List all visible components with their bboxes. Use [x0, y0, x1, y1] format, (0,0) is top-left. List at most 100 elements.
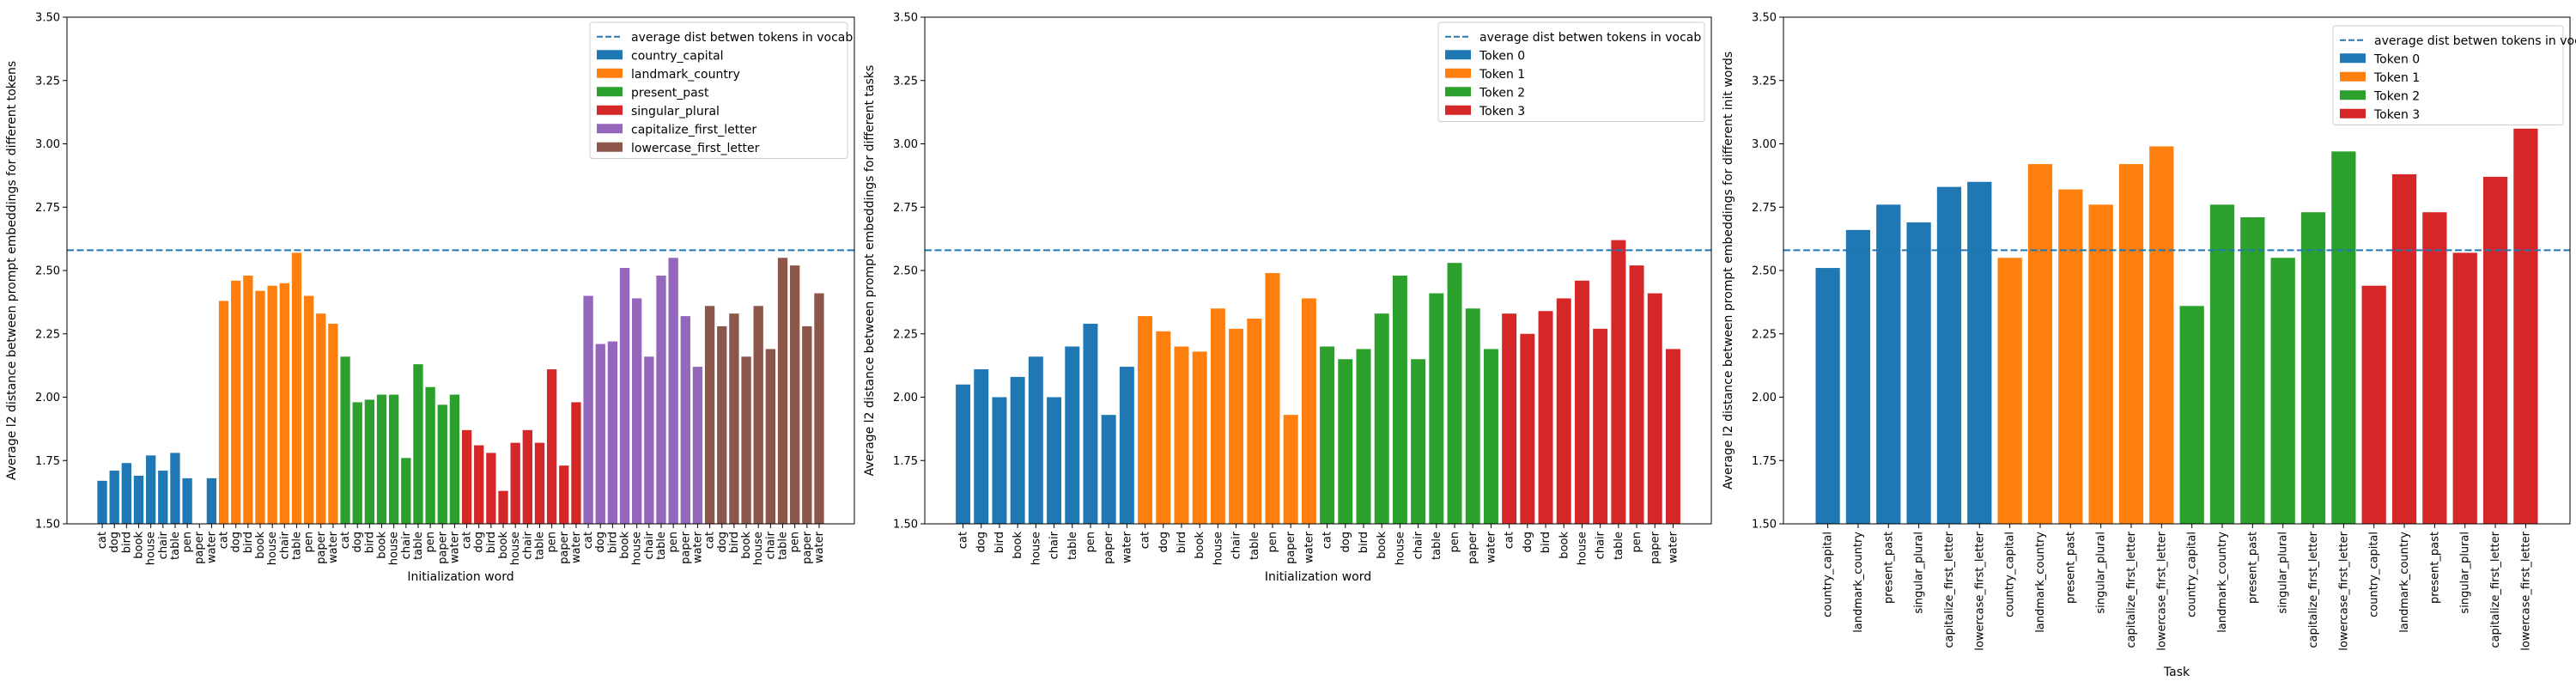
- x-tick-label: dog: [716, 532, 729, 552]
- legend-swatch: [597, 142, 623, 152]
- y-tick-label: 1.50: [35, 519, 60, 532]
- x-tick-label: lowercase_first_letter: [2337, 531, 2350, 650]
- legend-label: Token 1: [1479, 68, 1525, 82]
- bar: [170, 453, 180, 524]
- bar-group: [1815, 128, 2538, 525]
- bar: [340, 356, 350, 524]
- x-tick-label: pen: [303, 532, 316, 553]
- x-tick-label: book: [132, 532, 145, 559]
- bar: [158, 471, 168, 524]
- x-tick-label: pen: [181, 532, 194, 553]
- bar: [425, 386, 435, 524]
- x-tick-label: bird: [1176, 532, 1188, 553]
- x-tick-label: cat: [461, 532, 474, 549]
- x-tick-label: bird: [1358, 532, 1370, 553]
- x-tick-label: book: [1558, 532, 1571, 559]
- bar: [2209, 204, 2235, 525]
- x-tick-label: pen: [789, 532, 802, 553]
- x-tick-label: bird: [120, 532, 133, 553]
- bar: [474, 445, 484, 524]
- bar: [1174, 346, 1189, 524]
- y-tick-label: 3.25: [35, 75, 60, 88]
- bar: [729, 313, 739, 524]
- legend-swatch: [597, 68, 623, 78]
- x-axis-label: Initialization word: [407, 570, 513, 584]
- bar: [2331, 151, 2356, 524]
- bar: [1156, 331, 1171, 524]
- legend-box: [2332, 25, 2564, 125]
- x-tick-label: dog: [351, 532, 364, 552]
- legend-label: average dist betwen tokens in vocab: [1479, 31, 1701, 45]
- x-tick-label: chair: [278, 531, 291, 559]
- legend-label: lowercase_first_letter: [631, 142, 760, 155]
- bar: [1301, 298, 1316, 524]
- x-tick-label: cat: [96, 532, 109, 549]
- y-axis-label: Average l2 distance between prompt embed…: [863, 65, 877, 477]
- bar: [717, 325, 727, 524]
- bar: [328, 323, 338, 524]
- x-tick-label: water: [327, 531, 340, 563]
- legend-label: Token 2: [2373, 89, 2420, 103]
- y-tick-label: 3.25: [1752, 75, 1777, 88]
- y-tick-label: 1.50: [893, 519, 918, 532]
- x-tick-label: country_capital: [1822, 532, 1835, 617]
- x-tick-label: country_capital: [2004, 532, 2017, 617]
- bar: [1876, 204, 1901, 525]
- bar: [449, 394, 460, 524]
- bar: [1010, 376, 1025, 524]
- x-tick-label: present_past: [1882, 532, 1895, 604]
- x-tick-label: cat: [1504, 532, 1516, 549]
- x-tick-label: book: [619, 532, 632, 559]
- x-tick-label: country_capital: [2186, 532, 2199, 617]
- legend-box: [1437, 21, 1705, 122]
- bar: [546, 369, 557, 524]
- y-tick-label: 3.25: [893, 75, 918, 88]
- bar: [814, 293, 824, 524]
- bar: [243, 275, 253, 524]
- x-tick-label: table: [412, 532, 425, 560]
- y-tick-label: 3.00: [1752, 138, 1777, 151]
- x-tick-label: capitalize_first_letter: [2125, 531, 2138, 647]
- bar: [2027, 164, 2053, 524]
- y-tick-label: 2.00: [1752, 392, 1777, 404]
- bar: [401, 458, 411, 524]
- x-tick-label: water: [691, 531, 704, 563]
- x-tick-label: house: [509, 532, 522, 565]
- x-tick-label: chair: [521, 531, 534, 559]
- x-tick-label: lowercase_first_letter: [2155, 531, 2168, 650]
- x-tick-label: book: [376, 532, 389, 559]
- chart-panel-0: cat dog bird book house chair table pen paper wat…: [5, 12, 855, 584]
- bar: [802, 325, 812, 524]
- bar: [206, 477, 217, 524]
- x-tick-label: pen: [1449, 532, 1461, 553]
- x-tick-label: paper: [1285, 531, 1297, 563]
- x-tick-label: paper: [1103, 531, 1115, 563]
- x-tick-label: table: [1066, 532, 1079, 560]
- bar: [133, 475, 144, 524]
- bar: [583, 295, 593, 524]
- x-tick-label: singular_plural: [2095, 532, 2108, 614]
- bar: [1392, 275, 1407, 524]
- axes-frame: [1783, 16, 2571, 525]
- x-tick-label: bird: [728, 532, 741, 553]
- x-tick-label: chair: [157, 531, 170, 559]
- x-tick-label: house: [631, 532, 644, 565]
- x-tick-label: table: [169, 532, 182, 560]
- x-tick-label: table: [1613, 532, 1625, 560]
- x-tick-label: cat: [1139, 532, 1152, 549]
- chart-panel-2: country_capital landmark_country present_p…: [1722, 12, 2576, 680]
- legend-swatch: [597, 105, 623, 115]
- x-tick-label: bird: [1540, 532, 1552, 553]
- bar: [1429, 293, 1444, 524]
- x-tick-label: chair: [1048, 531, 1061, 559]
- bar: [571, 402, 581, 524]
- x-tick-label: bird: [993, 532, 1006, 553]
- bar: [1574, 280, 1589, 524]
- y-tick-label: 2.75: [893, 202, 918, 215]
- bar: [1265, 272, 1280, 524]
- x-tick-label: dog: [230, 532, 243, 552]
- x-tick-label: dog: [473, 532, 486, 552]
- y-axis-label: Average l2 distance between prompt embed…: [5, 61, 19, 480]
- x-tick-label: chair: [643, 531, 656, 559]
